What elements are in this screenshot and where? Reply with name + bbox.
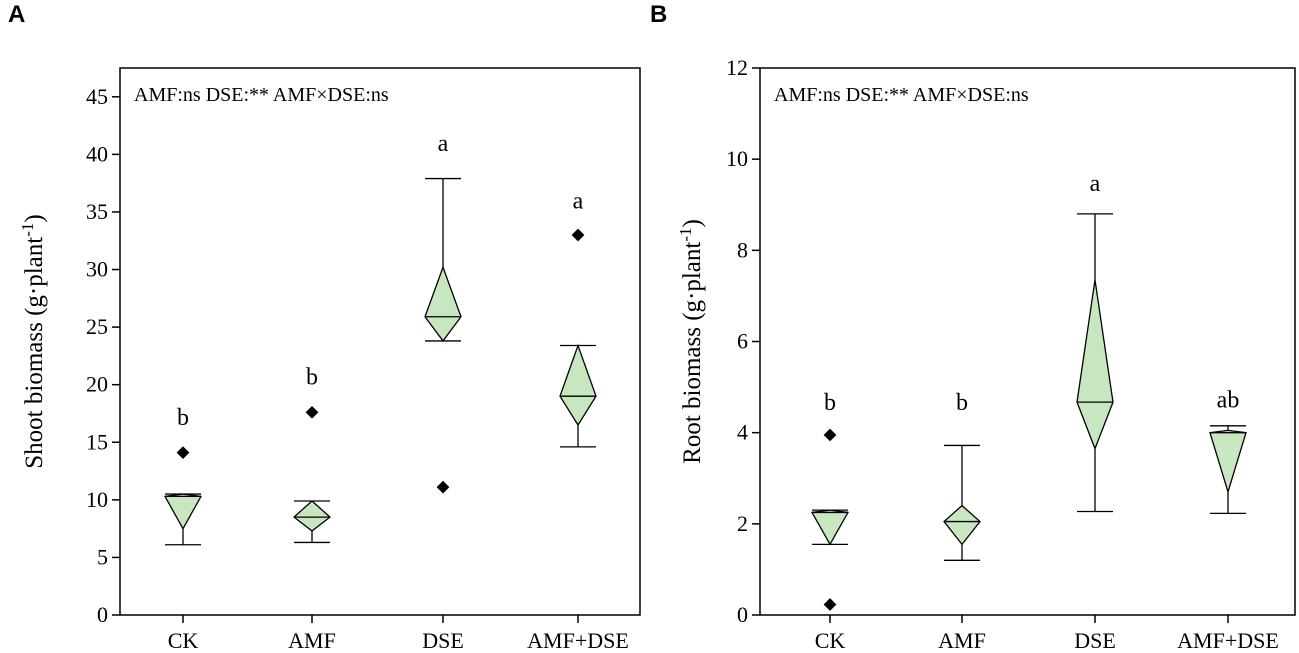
y-axis-title: Root biomass (g·plant-1) (676, 219, 706, 464)
x-category-label: DSE (1074, 628, 1116, 653)
box-diamond (559, 343, 597, 427)
significance-annotation: AMF:ns DSE:** AMF×DSE:ns (134, 84, 389, 106)
y-axis-title-main: Root biomass (g·plant (679, 242, 706, 464)
box-diamond (163, 493, 203, 530)
box-diamond (810, 509, 850, 546)
y-tick-label: 35 (86, 199, 108, 224)
y-tick-label: 8 (737, 237, 748, 262)
panel-a: A 0 5 10 15 20 25 30 35 40 45 CK AMF DSE AMF+DSE Shoot … (8, 1, 641, 653)
y-tick-label: 45 (86, 84, 108, 109)
panel-b: B 0 2 4 6 8 10 12 CK AMF DSE AMF+DSE Root biomass (g… (650, 1, 1296, 653)
y-axis-title: Shoot biomass (g·plant-1) (18, 214, 48, 468)
y-tick-label: 10 (86, 487, 108, 512)
y-axis-title-close: ) (21, 214, 48, 222)
x-category-label: CK (168, 628, 199, 653)
significance-letter: a (573, 188, 584, 214)
y-tick-label: 2 (737, 511, 748, 536)
y-tick-label: 30 (86, 257, 108, 282)
box-group-dse: a (424, 131, 462, 494)
significance-letter: a (1090, 171, 1101, 197)
box-group-ck: b (163, 405, 203, 546)
outlier-point (305, 405, 319, 419)
y-axis-title-main: Shoot biomass (g·plant (21, 237, 48, 469)
outlier-point (571, 228, 585, 242)
plot-frame (759, 67, 1296, 616)
y-tick-label: 12 (726, 55, 748, 80)
significance-letter: b (177, 405, 189, 431)
y-tick-label: 4 (737, 420, 748, 445)
y-tick-label: 25 (86, 314, 108, 339)
significance-letter: b (824, 390, 836, 416)
box-diamond (1209, 429, 1247, 495)
box-group-ck: b (810, 390, 850, 611)
significance-letter: b (306, 365, 318, 391)
significance-letter: ab (1217, 388, 1240, 414)
box-diamond (943, 504, 981, 546)
x-category-label: AMF (938, 628, 986, 653)
outlier-point (176, 446, 190, 459)
y-tick-label: 0 (737, 602, 748, 627)
x-category-label: AMF+DSE (1177, 628, 1279, 653)
box-diamond (424, 265, 462, 343)
significance-annotation: AMF:ns DSE:** AMF×DSE:ns (774, 84, 1029, 106)
box-group-dse: a (1076, 171, 1114, 513)
y-tick-label: 15 (86, 429, 108, 454)
y-tick-label: 5 (97, 544, 108, 569)
outlier-point (823, 428, 837, 442)
significance-letter: b (956, 390, 968, 416)
box-diamond (1076, 279, 1114, 451)
y-tick-label: 10 (726, 146, 748, 171)
y-tick-label: 40 (86, 141, 108, 166)
significance-letter: a (438, 131, 449, 157)
panel-letter: A (8, 1, 25, 28)
x-category-label: AMF (288, 628, 336, 653)
x-category-label: DSE (422, 628, 464, 653)
outlier-point (823, 598, 837, 611)
y-tick-label: 6 (737, 329, 748, 354)
plot-frame (119, 67, 641, 616)
y-axis-title-close: ) (679, 219, 706, 227)
panel-letter: B (650, 1, 667, 28)
y-axis-title-superscript: -1 (676, 227, 695, 241)
box-group-amf-dse: ab (1209, 388, 1247, 514)
x-category-label: CK (815, 628, 846, 653)
outlier-point (436, 480, 450, 494)
y-tick-label: 0 (97, 602, 108, 627)
box-group-amf: b (943, 390, 981, 561)
y-axis-title-superscript: -1 (18, 223, 37, 237)
box-group-amf-dse: a (559, 188, 597, 448)
box-group-amf: b (292, 365, 332, 544)
box-diamond (292, 500, 332, 532)
x-category-label: AMF+DSE (527, 628, 629, 653)
y-tick-label: 20 (86, 372, 108, 397)
